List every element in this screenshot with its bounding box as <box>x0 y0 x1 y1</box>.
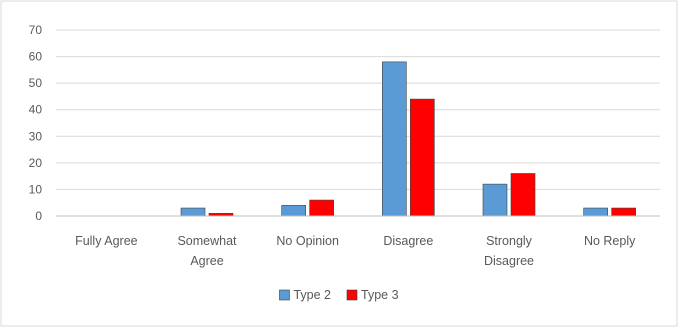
x-category-label-strongly-disagree: Strongly Disagree <box>484 234 534 268</box>
bar-type-2-somewhat-agree <box>180 207 206 217</box>
x-category-label-no-opinion: No Opinion <box>276 234 339 248</box>
y-tick-label-40: 40 <box>29 103 43 117</box>
bars <box>180 61 636 217</box>
bar-type-3-no-reply <box>611 207 636 217</box>
y-tick-label-70: 70 <box>29 23 43 37</box>
legend-swatch-type-2 <box>279 289 290 301</box>
y-tick-label-10: 10 <box>29 182 43 196</box>
bar-type-2-no-opinion <box>281 205 306 217</box>
x-category-label-no-reply: No Reply <box>584 234 636 248</box>
legend-label-type-2: Type 2 <box>293 288 331 302</box>
bar-type-2-disagree <box>382 61 407 217</box>
bar-type-2-no-reply <box>583 207 608 217</box>
y-tick-label-60: 60 <box>29 50 43 64</box>
gridlines <box>56 29 660 190</box>
y-tick-label-20: 20 <box>29 156 43 170</box>
bar-type-2-strongly-disagree <box>482 183 508 217</box>
y-tick-label-0: 0 <box>35 209 42 223</box>
bar-type-3-no-opinion <box>309 199 334 217</box>
x-category-label-somewhat-agree: Somewhat Agree <box>177 234 237 268</box>
x-axis-categories: Fully Agree Somewhat Agree No Opinion Disagr… <box>75 234 636 268</box>
x-category-label-fully-agree: Fully Agree <box>75 234 138 248</box>
legend-label-type-3: Type 3 <box>361 288 399 302</box>
bar-type-3-strongly-disagree <box>510 173 536 217</box>
legend: Type 2 Type 3 <box>279 288 399 302</box>
x-category-label-disagree: Disagree <box>383 234 433 248</box>
legend-swatch-type-3 <box>346 289 358 301</box>
y-tick-label-30: 30 <box>29 129 43 143</box>
y-axis-ticks: 0 10 20 30 40 50 60 70 <box>29 23 43 223</box>
bar-type-3-disagree <box>410 98 435 217</box>
y-tick-label-50: 50 <box>29 76 43 90</box>
